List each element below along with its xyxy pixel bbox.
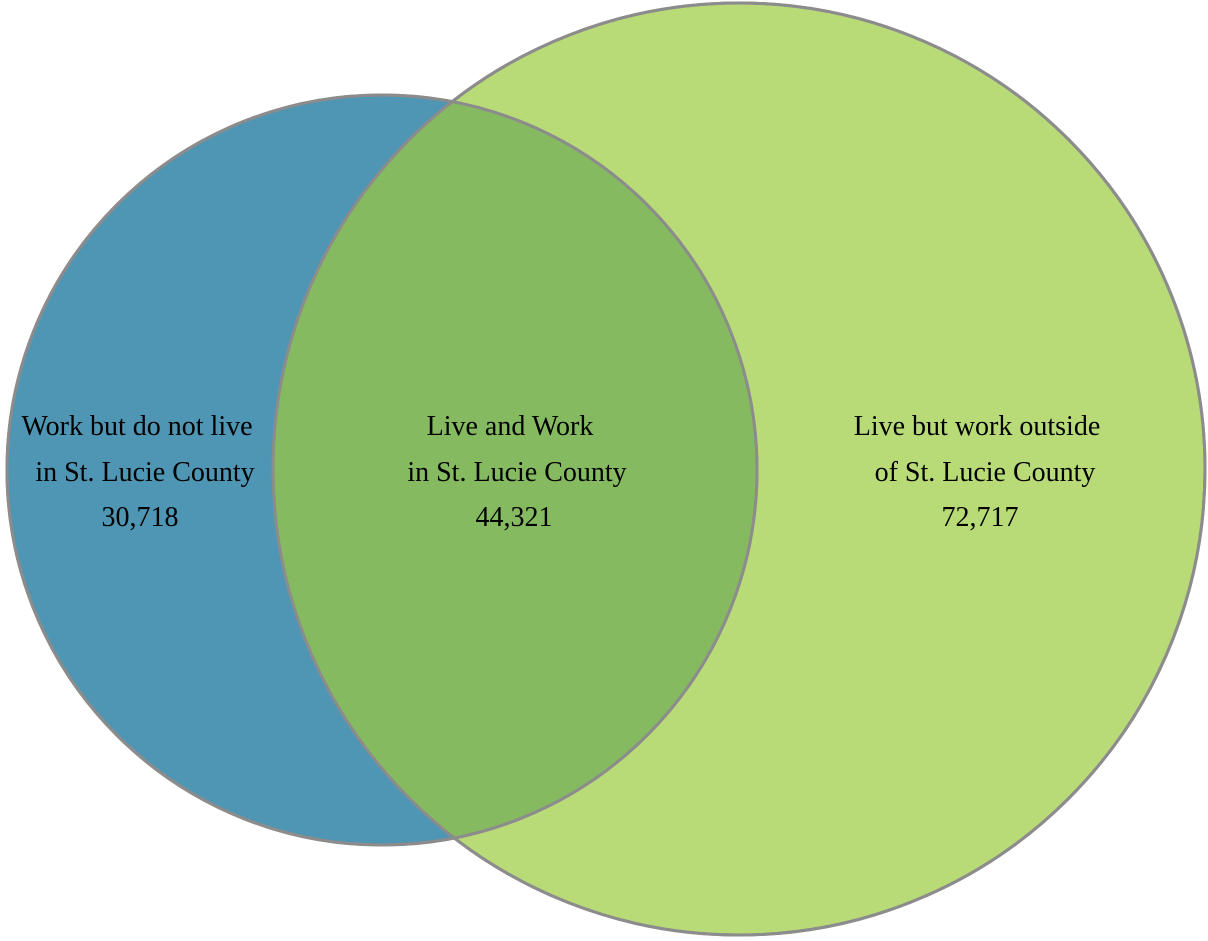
region-live-and-work: Live and Work in St. Lucie County 44,321 (407, 411, 626, 533)
region-value: 72,717 (942, 502, 1019, 533)
region-label-line: in St. Lucie County (407, 457, 626, 488)
region-value: 44,321 (476, 502, 553, 533)
overlap-region (273, 95, 757, 845)
region-label-line: of St. Lucie County (875, 457, 1096, 488)
live-circle-outline (271, 1, 1207, 937)
region-label-line: Work but do not live (21, 411, 252, 442)
region-label-line: Live but work outside (854, 411, 1101, 442)
region-label-line: Live and Work (427, 411, 594, 442)
region-live-work-outside: Live but work outside of St. Lucie Count… (854, 411, 1101, 533)
region-label-line: in St. Lucie County (35, 457, 254, 488)
region-work-not-live: Work but do not live in St. Lucie County… (21, 411, 254, 533)
region-value: 30,718 (102, 502, 179, 533)
work-circle-outline (5, 93, 759, 847)
